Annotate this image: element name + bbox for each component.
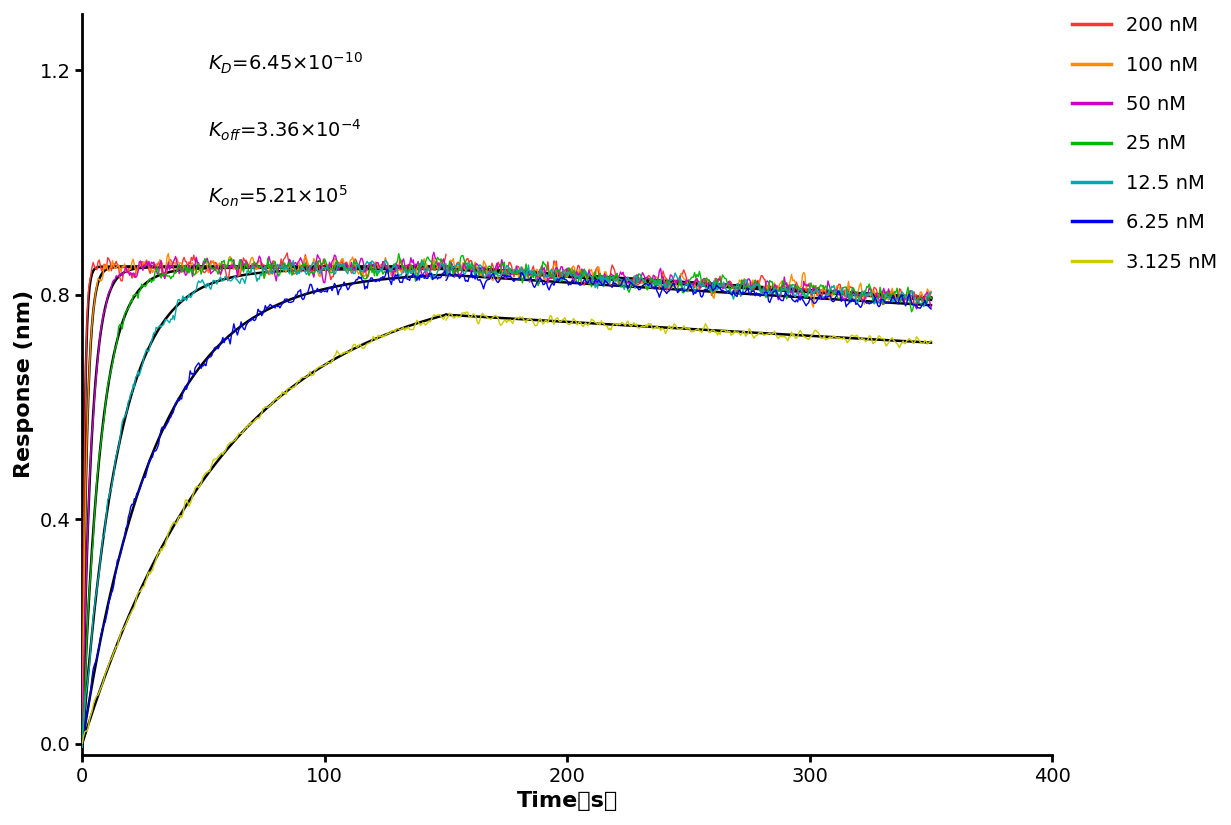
Text: $K_{off}$=3.36×10$^{-4}$: $K_{off}$=3.36×10$^{-4}$ [208, 118, 362, 143]
Text: $K_{on}$=5.21×10$^{5}$: $K_{on}$=5.21×10$^{5}$ [208, 184, 348, 210]
Legend: 200 nM, 100 nM, 50 nM, 25 nM, 12.5 nM, 6.25 nM, 3.125 nM: 200 nM, 100 nM, 50 nM, 25 nM, 12.5 nM, 6… [1072, 16, 1217, 271]
Text: $K_D$=6.45×10$^{-10}$: $K_D$=6.45×10$^{-10}$ [208, 51, 363, 76]
Y-axis label: Response (nm): Response (nm) [14, 290, 34, 478]
X-axis label: Time（s）: Time（s） [517, 791, 618, 811]
